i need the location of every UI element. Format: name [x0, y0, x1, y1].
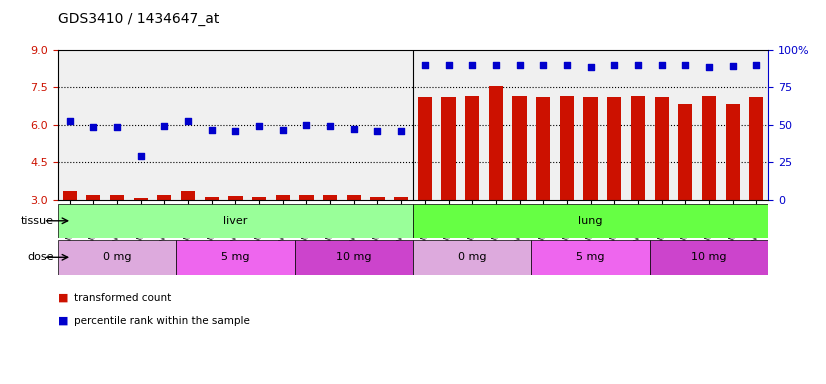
Point	[608, 62, 621, 68]
Bar	[650, 240, 768, 275]
Text: tissue: tissue	[21, 216, 54, 226]
Bar	[678, 104, 692, 200]
Point	[537, 62, 550, 68]
Bar	[654, 98, 669, 200]
Text: liver: liver	[223, 216, 248, 226]
Point	[513, 62, 526, 68]
Text: transformed count: transformed count	[74, 293, 172, 303]
Point	[182, 118, 195, 124]
Bar	[205, 197, 219, 200]
Bar	[347, 195, 361, 200]
Bar	[489, 86, 503, 200]
Point	[631, 62, 644, 68]
Point	[253, 123, 266, 129]
Point	[750, 62, 763, 68]
Bar	[134, 199, 148, 200]
Bar	[181, 191, 195, 200]
Bar	[394, 197, 408, 200]
Point	[489, 62, 502, 68]
Point	[229, 128, 242, 134]
Bar	[228, 196, 243, 200]
Bar	[58, 240, 176, 275]
Text: 5 mg: 5 mg	[577, 252, 605, 262]
Point	[679, 62, 692, 68]
Bar	[536, 98, 550, 200]
Point	[300, 122, 313, 128]
Point	[466, 62, 479, 68]
Point	[726, 63, 739, 69]
Bar	[512, 96, 527, 200]
Point	[324, 123, 337, 129]
Bar	[441, 98, 456, 200]
Point	[158, 123, 171, 129]
Text: 10 mg: 10 mg	[336, 252, 372, 262]
Bar	[299, 195, 314, 200]
Bar	[295, 240, 413, 275]
Point	[655, 62, 668, 68]
Bar	[531, 240, 650, 275]
Point	[560, 62, 573, 68]
Bar	[631, 96, 645, 200]
Bar	[252, 197, 266, 200]
Bar	[63, 191, 77, 200]
Point	[111, 124, 124, 131]
Point	[371, 128, 384, 134]
Bar	[323, 195, 337, 200]
Text: percentile rank within the sample: percentile rank within the sample	[74, 316, 250, 326]
Point	[63, 118, 76, 124]
Point	[134, 153, 147, 159]
Bar	[702, 96, 716, 200]
Bar	[583, 98, 598, 200]
Point	[442, 62, 455, 68]
Bar	[370, 197, 385, 200]
Text: ■: ■	[58, 293, 69, 303]
Text: 0 mg: 0 mg	[102, 252, 131, 262]
Bar	[725, 104, 740, 200]
Text: ■: ■	[58, 316, 69, 326]
Text: lung: lung	[578, 216, 603, 226]
Text: 10 mg: 10 mg	[691, 252, 727, 262]
Bar	[418, 98, 432, 200]
Bar	[176, 240, 295, 275]
Bar	[157, 195, 172, 200]
Point	[347, 126, 360, 132]
Point	[87, 124, 100, 131]
Bar	[276, 195, 290, 200]
Point	[395, 128, 408, 134]
Text: GDS3410 / 1434647_at: GDS3410 / 1434647_at	[58, 12, 219, 25]
Bar	[110, 195, 124, 200]
Bar	[413, 240, 531, 275]
Text: 0 mg: 0 mg	[458, 252, 487, 262]
Point	[418, 62, 431, 68]
Point	[205, 127, 218, 133]
Bar	[58, 204, 413, 238]
Bar	[413, 204, 768, 238]
Point	[276, 127, 289, 133]
Point	[584, 65, 597, 71]
Bar	[86, 195, 101, 200]
Text: dose: dose	[27, 252, 54, 262]
Bar	[465, 96, 479, 200]
Bar	[607, 97, 621, 200]
Bar	[560, 96, 574, 200]
Text: 5 mg: 5 mg	[221, 252, 249, 262]
Bar	[749, 98, 763, 200]
Point	[702, 65, 715, 71]
